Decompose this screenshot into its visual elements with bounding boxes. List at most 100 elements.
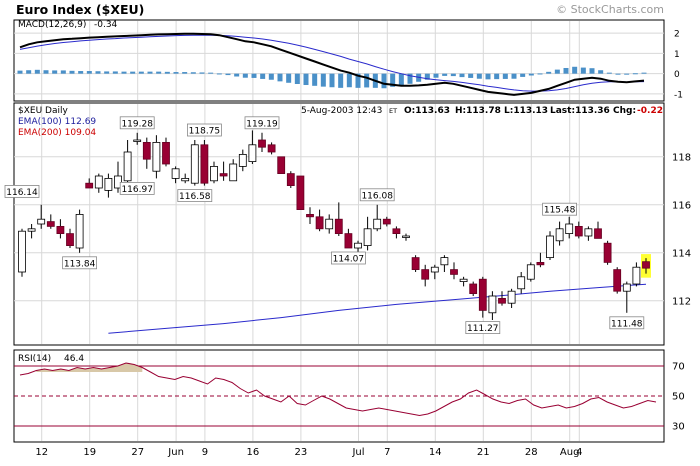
x-tick-label: Jul — [351, 447, 364, 458]
candle-body-up — [181, 177, 190, 182]
candle-body-up — [37, 218, 46, 225]
candlestick — [430, 264, 439, 280]
candle-body-down — [536, 261, 545, 266]
candle-body-down — [277, 156, 286, 175]
candle-body-down — [594, 228, 602, 239]
candlestick — [517, 272, 526, 294]
open-readout: O:113.63 — [404, 106, 450, 116]
price-annotation: 111.48 — [609, 316, 645, 329]
annotation-label: 115.48 — [544, 206, 576, 216]
candlestick — [344, 228, 353, 249]
x-tick-label: 7 — [384, 447, 390, 458]
ema100-label: EMA(100) 112.69 — [18, 117, 96, 127]
candle-body-up — [123, 151, 132, 182]
candle-body-up — [565, 223, 574, 235]
macd-hist-bar — [615, 73, 621, 75]
annotation-label: 111.27 — [467, 324, 499, 334]
candlestick — [536, 252, 545, 268]
candlestick — [334, 202, 343, 236]
x-tick-label: 12 — [35, 447, 48, 458]
rsi-label: RSI(14) — [18, 354, 51, 364]
macd-y-tick: -1 — [674, 90, 683, 100]
candle-body-up — [459, 278, 468, 283]
macd-hist-bar — [286, 73, 292, 83]
macd-hist-bar — [112, 71, 118, 74]
rsi-y-tick: 50 — [672, 392, 685, 403]
candlestick — [641, 254, 651, 278]
candle-body-down — [334, 218, 343, 234]
candlestick — [574, 221, 583, 239]
macd-hist-bar — [121, 71, 127, 74]
candle-body-up — [402, 235, 410, 238]
candlestick — [267, 142, 276, 155]
macd-hist-bar — [390, 73, 396, 87]
macd-hist-bar — [364, 73, 370, 88]
annotation-label: 113.84 — [64, 259, 96, 269]
macd-hist-bar — [563, 67, 569, 74]
candlestick — [306, 207, 314, 224]
annotation-label: 119.28 — [121, 119, 153, 129]
candle-body-up — [210, 165, 218, 182]
macd-hist-bar — [86, 71, 92, 74]
annotation-label: 116.14 — [6, 188, 38, 198]
macd-hist-bar — [225, 73, 231, 76]
candle-body-up — [248, 144, 257, 163]
x-tick-label: Jun — [167, 447, 184, 458]
macd-hist-bar — [312, 73, 318, 86]
candlestick — [354, 240, 362, 253]
macd-hist-bar — [104, 71, 110, 74]
x-tick-label: 14 — [429, 447, 442, 458]
candlestick — [421, 264, 430, 287]
macd-hist-bar — [520, 73, 526, 77]
candle-body-down — [286, 173, 295, 187]
candlestick — [85, 178, 94, 189]
price-annotation: 116.97 — [119, 181, 155, 195]
candle-body-up — [507, 290, 516, 304]
macd-hist-bar — [528, 73, 534, 76]
price-label: $XEU Daily — [18, 106, 68, 116]
macd-hist-bar — [234, 73, 240, 77]
macd-hist-bar — [69, 70, 75, 74]
macd-hist-bar — [468, 73, 474, 78]
candlestick — [526, 262, 535, 282]
candle-body-up — [18, 230, 26, 273]
annotation-box — [330, 251, 366, 265]
macd-y-tick: 2 — [674, 30, 680, 40]
candlestick — [18, 228, 26, 277]
candlestick — [632, 262, 641, 287]
candle-body-up — [363, 228, 372, 247]
candle-body-down — [267, 144, 276, 153]
macd-y-tick: 0 — [674, 70, 680, 80]
macd-hist-bar — [199, 72, 205, 74]
copyright: © StockCharts.com — [556, 3, 664, 16]
macd-hist-bar — [26, 70, 32, 74]
x-tick-label: 21 — [477, 447, 490, 458]
candle-body-up — [584, 228, 593, 237]
x-tick-label: 27 — [131, 447, 144, 458]
candlestick — [66, 228, 74, 248]
high-readout: H:113.78 — [455, 106, 501, 116]
rsi-y-tick: 70 — [672, 362, 685, 373]
x-tick-label: 23 — [295, 447, 308, 458]
x-tick-label: 4 — [576, 447, 582, 458]
candlestick — [373, 204, 382, 232]
candle-body-down — [162, 141, 170, 165]
x-tick-label: 9 — [202, 447, 208, 458]
candlestick — [56, 219, 65, 239]
candlestick — [498, 291, 506, 306]
candle-body-up — [488, 295, 497, 314]
date-suffix: ET — [389, 107, 397, 115]
candle-body-down — [613, 269, 622, 292]
macd-hist-bar — [95, 71, 101, 74]
candle-body-up — [133, 139, 142, 142]
candle-body-down — [66, 233, 74, 247]
candlestick — [37, 204, 46, 229]
candlestick — [546, 231, 554, 260]
chart-title: Euro Index ($XEU) — [16, 2, 144, 17]
candle-body-down — [142, 141, 151, 160]
candlestick — [123, 140, 132, 184]
candlestick — [392, 226, 401, 239]
macd-hist-bar — [208, 72, 214, 74]
candlestick — [229, 159, 238, 182]
candle-body-up — [373, 218, 382, 230]
